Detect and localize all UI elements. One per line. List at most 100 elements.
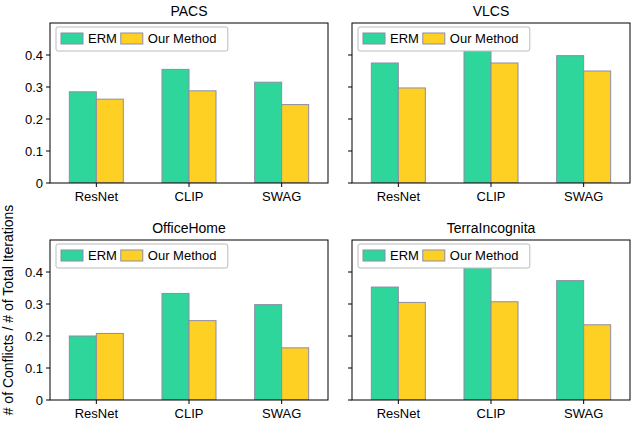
- y-tick: [46, 87, 50, 88]
- bar: [371, 63, 398, 183]
- panel: TerraIncognitaResNetCLIPSWAGERMOur Metho…: [348, 220, 630, 421]
- legend: ERMOur Method: [358, 244, 530, 268]
- x-tick: [189, 183, 190, 187]
- x-tick-label: CLIP: [175, 189, 204, 204]
- y-tick-label: 0.1: [25, 361, 43, 376]
- y-tick-label: 0.2: [25, 112, 43, 127]
- x-tick: [96, 400, 97, 404]
- x-tick-label: SWAG: [564, 189, 603, 204]
- y-tick: [348, 400, 352, 401]
- bar: [557, 281, 584, 400]
- plot-frame: [50, 23, 328, 183]
- y-tick: [348, 151, 352, 152]
- y-tick: [46, 400, 50, 401]
- x-tick-label: ResNet: [377, 406, 421, 421]
- x-tick-label: ResNet: [377, 189, 421, 204]
- x-tick: [189, 400, 190, 404]
- x-tick: [281, 400, 282, 404]
- x-tick-label: ResNet: [75, 406, 119, 421]
- x-tick: [583, 400, 584, 404]
- y-tick: [348, 183, 352, 184]
- title: TerraIncognita: [447, 220, 536, 236]
- y-tick: [46, 304, 50, 305]
- legend-frame: [56, 244, 228, 268]
- y-tick-label: 0.2: [25, 329, 43, 344]
- bar: [464, 264, 491, 400]
- bar: [255, 305, 282, 400]
- legend-label: Our Method: [148, 248, 217, 263]
- x-tick: [96, 183, 97, 187]
- title: VLCS: [473, 3, 510, 19]
- bar: [189, 321, 216, 400]
- legend-swatch: [363, 250, 385, 261]
- panel: PACS 0 0.1 0.2 0.3 0.4 ResNet CLIP SWAG ERMOur Me…: [25, 3, 328, 204]
- legend-frame: [56, 27, 228, 51]
- y-tick-label: 0.1: [25, 144, 43, 159]
- y-tick-label: 0: [36, 176, 43, 191]
- bars: [69, 293, 308, 400]
- panel: OfficeHome00.10.20.30.4ResNetCLIPSWAGERM…: [0, 205, 328, 421]
- bar: [282, 348, 309, 400]
- x-tick-label: CLIP: [175, 406, 204, 421]
- legend-swatch: [121, 250, 143, 261]
- y-tick: [348, 272, 352, 273]
- bar: [398, 302, 425, 400]
- y-tick: [46, 336, 50, 337]
- bar: [96, 99, 123, 183]
- x-tick: [583, 183, 584, 187]
- legend: ERMOur Method: [56, 27, 228, 51]
- x-tick-label: SWAG: [262, 406, 301, 421]
- bar: [162, 69, 189, 183]
- legend-frame: [358, 27, 530, 51]
- y-tick-label: 0.3: [25, 297, 43, 312]
- y-tick: [348, 119, 352, 120]
- legend-swatch: [423, 33, 445, 44]
- legend-swatch: [61, 250, 83, 261]
- bar: [162, 293, 189, 400]
- plot-frame: [352, 23, 630, 183]
- x-tick: [491, 183, 492, 187]
- bar: [464, 45, 491, 183]
- bar: [255, 82, 282, 183]
- bar: [491, 63, 518, 183]
- legend-label: ERM: [390, 31, 419, 46]
- x-tick-label: SWAG: [564, 406, 603, 421]
- plot-frame: [50, 240, 328, 400]
- y-axis-label: # of Conflicts / # of Total Iterations: [0, 205, 16, 416]
- bars: [371, 264, 610, 400]
- y-tick: [348, 368, 352, 369]
- bar: [189, 91, 216, 183]
- legend-label: Our Method: [450, 248, 519, 263]
- legend-label: ERM: [88, 31, 117, 46]
- x-tick: [281, 183, 282, 187]
- bars: [371, 45, 610, 183]
- bar: [491, 302, 518, 400]
- bar: [398, 88, 425, 183]
- legend-swatch: [363, 33, 385, 44]
- figure: PACS 0 0.1 0.2 0.3 0.4 ResNet CLIP SWAG ERM Our Me…: [0, 0, 638, 422]
- y-tick: [46, 183, 50, 184]
- x-tick-label: CLIP: [477, 189, 506, 204]
- legend-label: Our Method: [450, 31, 519, 46]
- x-tick-label: ResNet: [75, 189, 119, 204]
- bar: [69, 92, 96, 183]
- legend: ERM Our Method: [56, 244, 228, 268]
- y-tick: [46, 272, 50, 273]
- bar: [584, 71, 611, 183]
- legend-swatch: [61, 33, 83, 44]
- bar: [584, 325, 611, 400]
- x-tick-label: SWAG: [262, 189, 301, 204]
- y-tick: [348, 304, 352, 305]
- bar: [282, 105, 309, 183]
- legend: ERM Our Method: [358, 27, 530, 51]
- bar: [557, 56, 584, 183]
- y-tick-label: 0.3: [25, 80, 43, 95]
- x-tick: [398, 183, 399, 187]
- title: PACS: [170, 3, 207, 19]
- bar: [69, 336, 96, 400]
- y-tick-label: 0.4: [25, 265, 43, 280]
- y-tick-label: 0.4: [25, 48, 43, 63]
- legend-label: ERM: [88, 248, 117, 263]
- x-tick: [398, 400, 399, 404]
- title: OfficeHome: [152, 220, 226, 236]
